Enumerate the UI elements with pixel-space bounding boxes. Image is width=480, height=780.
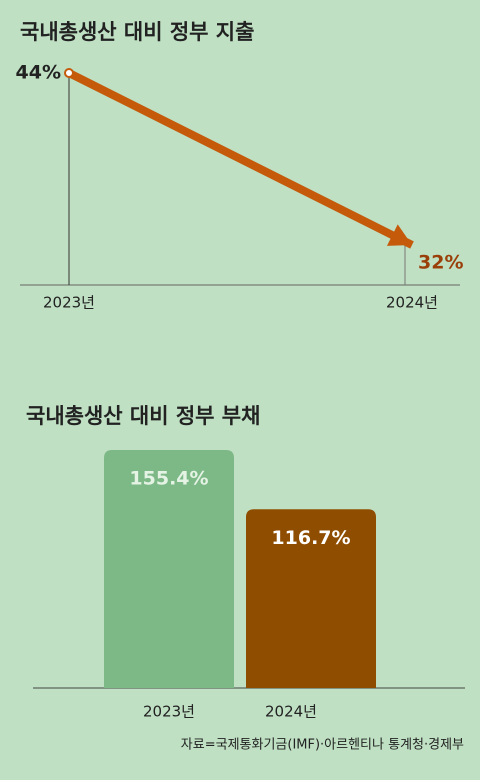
- chart-title: 국내총생산 대비 정부 부채: [26, 404, 260, 428]
- point: [64, 68, 74, 78]
- bar: [104, 450, 234, 688]
- line-series: [67, 69, 414, 249]
- value-label: 155.4%: [129, 468, 208, 490]
- chart-title: 국내총생산 대비 정부 지출: [20, 20, 254, 44]
- x-tick-label: 2023년: [143, 703, 195, 721]
- x-tick-label: 2024년: [265, 703, 317, 721]
- arrow-head: [386, 224, 412, 246]
- value-label: 32%: [418, 252, 463, 274]
- value-label: 116.7%: [271, 527, 350, 549]
- bar: [246, 509, 376, 688]
- value-label: 44%: [16, 62, 61, 84]
- x-tick-label: 2023년: [43, 294, 95, 312]
- source-note: 자료=국제통화기금(IMF)·아르헨티나 통계청·경제부: [181, 738, 464, 753]
- x-tick-label: 2024년: [386, 294, 438, 312]
